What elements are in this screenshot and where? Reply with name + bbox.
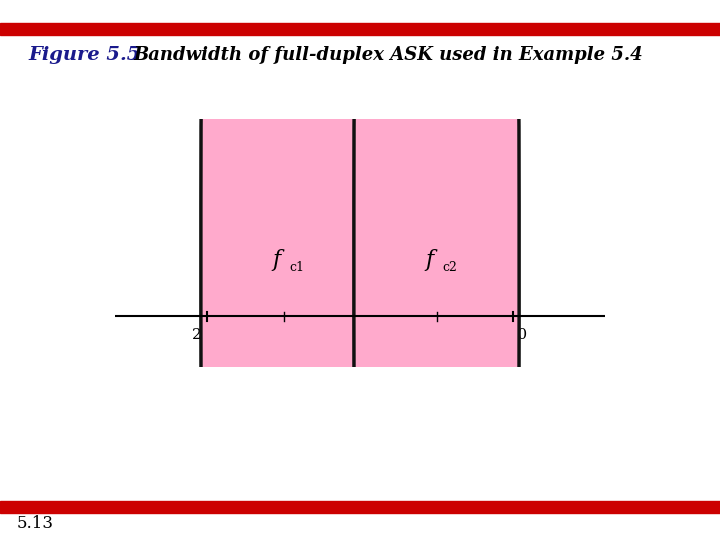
Text: B = 50 kHz: B = 50 kHz	[243, 142, 323, 156]
Text: Figure 5.5: Figure 5.5	[29, 46, 141, 64]
Text: f: f	[426, 249, 433, 271]
FancyBboxPatch shape	[201, 0, 366, 540]
Text: (225): (225)	[265, 341, 302, 355]
FancyBboxPatch shape	[354, 0, 519, 540]
Text: c2: c2	[443, 261, 457, 274]
Text: f: f	[272, 249, 281, 271]
Text: 300: 300	[498, 328, 528, 342]
Text: B = 50 kHz: B = 50 kHz	[397, 142, 477, 156]
Text: (275): (275)	[418, 341, 455, 355]
Text: 200: 200	[192, 328, 222, 342]
Text: c1: c1	[289, 261, 305, 274]
Text: 5.13: 5.13	[16, 515, 53, 532]
Text: Bandwidth of full-duplex ASK used in Example 5.4: Bandwidth of full-duplex ASK used in Exa…	[133, 46, 643, 64]
